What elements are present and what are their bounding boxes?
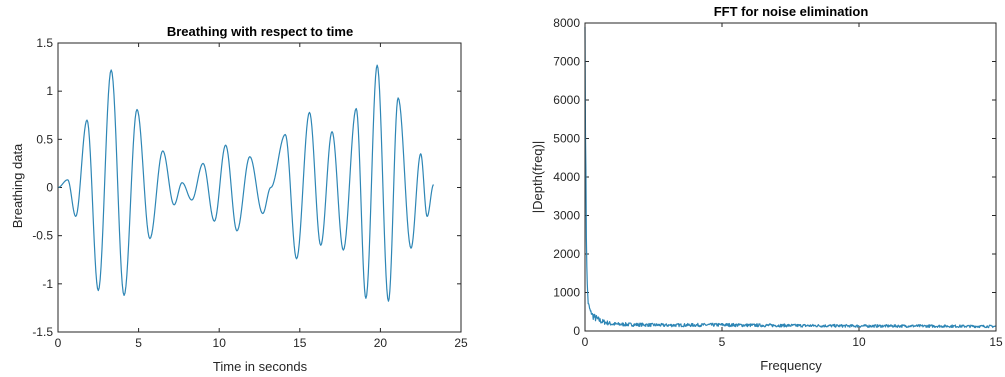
fft-plot-frame — [584, 22, 997, 332]
breathing-y-tick-label: 0 — [46, 181, 53, 195]
fft-y-tick-label: 0 — [573, 324, 580, 338]
fft-x-axis-label: Frequency — [760, 358, 822, 373]
breathing-series-line — [57, 64, 434, 302]
breathing-x-tick-label: 5 — [135, 336, 142, 350]
fft-y-tick-label: 2000 — [553, 247, 580, 261]
breathing-y-tick-label: 1.5 — [36, 36, 53, 50]
fft-x-tick-label: 0 — [582, 335, 589, 349]
breathing-plot-frame — [57, 42, 462, 333]
breathing-x-tick-label: 10 — [213, 336, 227, 350]
fft-x-tick-label: 15 — [989, 335, 1003, 349]
breathing-x-tick-label: 15 — [293, 336, 307, 350]
breathing-y-tick-label: 0.5 — [36, 132, 53, 146]
breathing-y-tick-label: -1.5 — [32, 325, 53, 339]
fft-x-tick-label: 10 — [852, 335, 866, 349]
fft-y-tick-label: 3000 — [553, 209, 580, 223]
fft-x-tick-label: 5 — [719, 335, 726, 349]
breathing-x-axis-label: Time in seconds — [213, 359, 308, 374]
fft-y-tick-label: 1000 — [553, 286, 580, 300]
fft-series-line — [584, 26, 997, 329]
fft-y-tick-label: 5000 — [553, 132, 580, 146]
fft-y-axis-label: |Depth(freq)| — [530, 141, 545, 214]
breathing-x-tick-label: 20 — [374, 336, 388, 350]
fft-y-tick-label: 6000 — [553, 93, 580, 107]
breathing-y-axis-label: Breathing data — [10, 143, 25, 228]
breathing-chart-title: Breathing with respect to time — [167, 24, 353, 39]
breathing-x-tick-label: 25 — [454, 336, 468, 350]
fft-chart: FFT for noise elimination Frequency |Dep… — [530, 4, 1003, 373]
fft-ticks: 0 5 10 15 0 1000 2000 3000 4000 5000 6000 7000 8000 — [553, 16, 1003, 349]
breathing-chart: Breathing with respect to time Time in s… — [10, 24, 468, 374]
fft-y-tick-label: 8000 — [553, 16, 580, 30]
fft-chart-title: FFT for noise elimination — [714, 4, 869, 19]
breathing-y-tick-label: -0.5 — [32, 229, 53, 243]
breathing-y-tick-label: -1 — [42, 277, 53, 291]
breathing-y-tick-label: 1 — [46, 84, 53, 98]
fft-y-tick-label: 4000 — [553, 170, 580, 184]
fft-y-tick-label: 7000 — [553, 55, 580, 69]
breathing-ticks: 0 5 10 15 20 25 -1.5 -1 -0.5 0 0.5 1 1.5 — [32, 36, 468, 350]
breathing-x-tick-label: 0 — [55, 336, 62, 350]
